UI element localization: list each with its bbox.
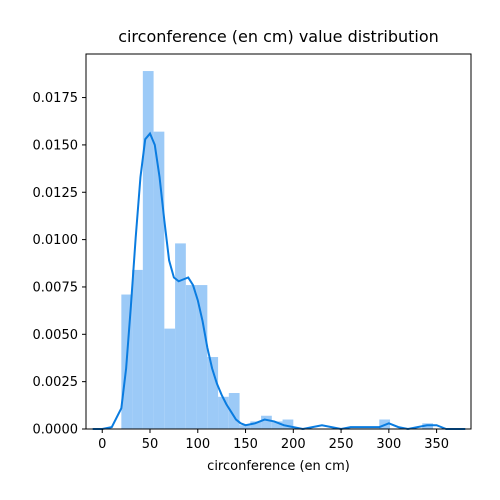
kde-curve (92, 131, 466, 431)
x-axis-ticks: 0 50 100 150 200 250 300 350 (98, 429, 449, 452)
histogram-bar (261, 415, 272, 429)
x-tick-label: 200 (281, 437, 306, 452)
plot-area (92, 71, 466, 431)
histogram-bar (228, 393, 240, 429)
x-tick-label: 250 (329, 437, 354, 452)
x-tick-label: 50 (142, 437, 159, 452)
y-axis-ticks: 0.0000 0.0025 0.0050 0.0075 0.0100 0.0125 0.01… (33, 91, 86, 438)
y-tick-label: 0.0175 (33, 91, 79, 106)
histogram-bar (196, 285, 208, 429)
y-tick-label: 0.0000 (33, 423, 79, 438)
histogram-bar (175, 243, 186, 429)
y-tick-label: 0.0075 (33, 280, 79, 295)
plot-frame (85, 53, 472, 430)
x-tick-label: 150 (233, 437, 258, 452)
y-tick-label: 0.0100 (33, 233, 79, 248)
x-axis-label: circonference (en cm) (207, 459, 350, 474)
histogram-bar (164, 328, 176, 429)
histogram-bar (271, 421, 283, 429)
histogram-bar (142, 71, 154, 429)
histogram-bar (250, 421, 262, 429)
histogram-bar (239, 425, 251, 429)
y-tick-label: 0.0050 (33, 328, 79, 343)
x-tick-label: 350 (424, 437, 449, 452)
y-tick-label: 0.0125 (33, 186, 79, 201)
x-tick-label: 100 (185, 437, 210, 452)
histogram-bar (218, 396, 229, 429)
histogram-bar (132, 269, 143, 429)
x-tick-label: 300 (376, 437, 401, 452)
histogram-bar (282, 419, 294, 429)
histogram-bar (185, 285, 197, 429)
x-tick-label: 0 (98, 437, 106, 452)
y-tick-label: 0.0150 (33, 138, 79, 153)
y-tick-label: 0.0025 (33, 375, 79, 390)
histogram-bar (153, 131, 165, 429)
chart-title: circonference (en cm) value distribution (118, 27, 439, 46)
histogram-bar (207, 357, 219, 429)
